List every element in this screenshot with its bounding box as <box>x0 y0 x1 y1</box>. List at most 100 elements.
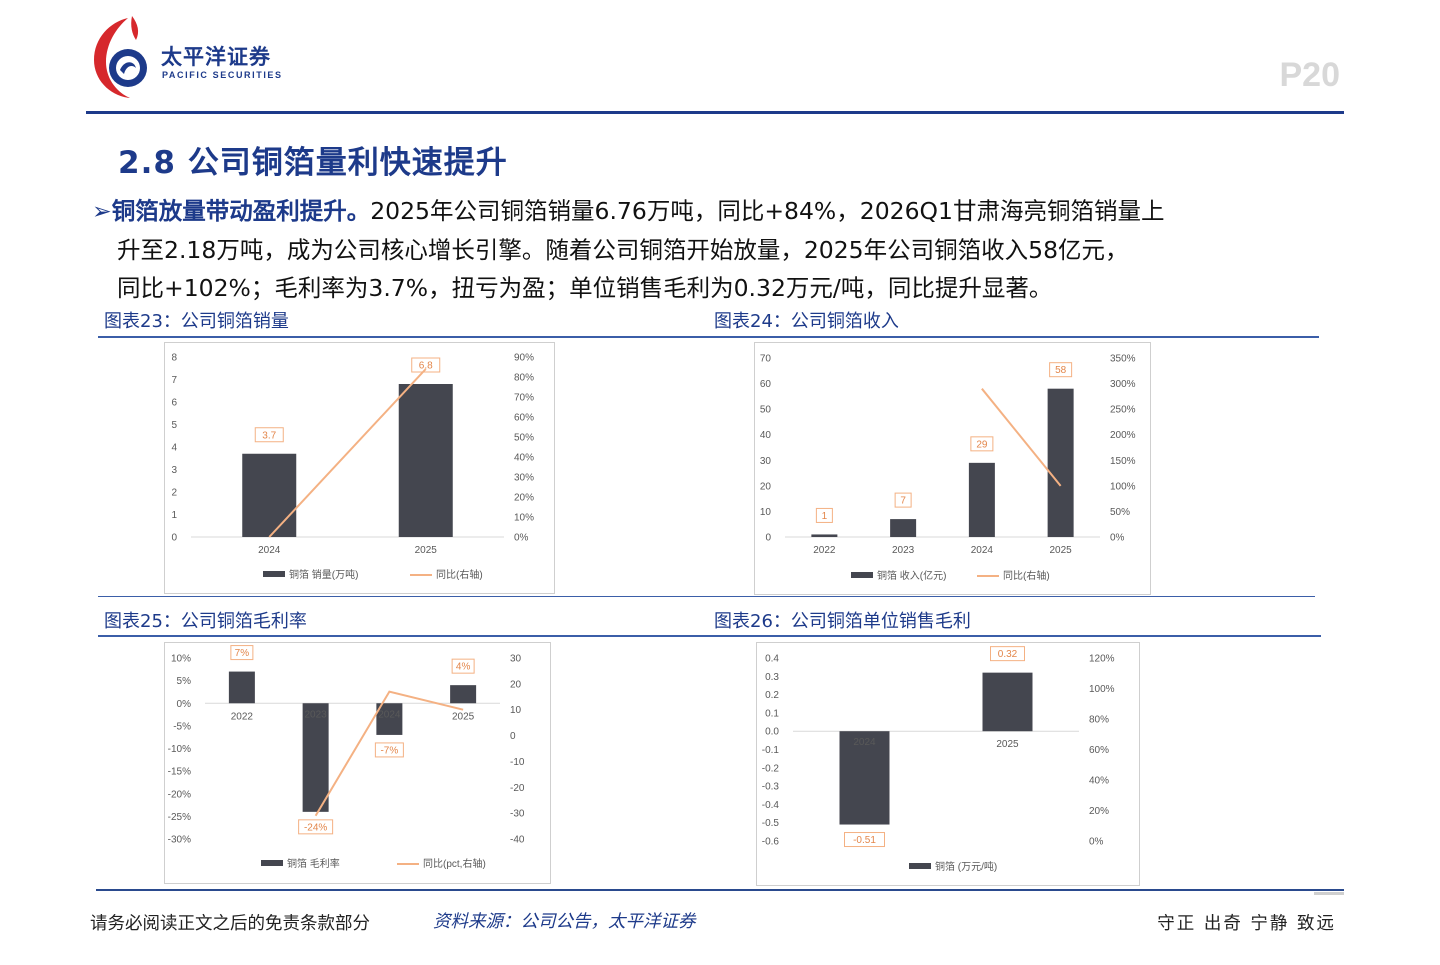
paragraph-line3: 同比+102%；毛利率为3.7%，扭亏为盈；单位销售毛利为0.32万元/吨，同比… <box>117 274 1053 302</box>
right-axis-tick-label: 80% <box>514 373 534 384</box>
paragraph-lead: 铜箔放量带动盈利提升。 <box>111 197 371 225</box>
data-label: 58 <box>1055 365 1067 376</box>
left-axis-tick-label: 30 <box>760 456 772 467</box>
company-logo: 太平洋证券 PACIFIC SECURITIES <box>88 14 298 104</box>
bar <box>228 671 255 704</box>
right-axis-tick-label: 90% <box>514 353 534 364</box>
category-tick-label: 2025 <box>415 545 438 556</box>
data-label: 7 <box>900 496 906 507</box>
data-label-box <box>844 832 885 848</box>
right-axis-tick-label: 80% <box>1089 715 1109 726</box>
right-axis-tick-label: -10 <box>510 757 525 768</box>
left-axis-tick-label: 4 <box>171 443 177 454</box>
right-axis-tick-label: 350% <box>1110 354 1136 365</box>
right-axis-tick-label: 0 <box>510 731 516 742</box>
right-axis-tick-label: 250% <box>1110 405 1136 416</box>
page-number: P20 <box>1279 56 1341 94</box>
right-axis-tick-label: 70% <box>514 393 534 404</box>
bar <box>839 731 890 825</box>
left-axis-tick-label: 50 <box>760 405 772 416</box>
data-label-box <box>1049 362 1073 378</box>
right-axis-tick-label: 10% <box>514 513 534 524</box>
chart-23-box: 0 1 2 3 4 5 6 7 8 0% 10% 20% 30% 40% 50% 60% 70% 80% 90% 20… <box>164 342 555 594</box>
right-axis-tick-label: -30 <box>510 809 525 820</box>
paragraph-line2: 升至2.18万吨，成为公司核心增长引擎。随着公司铜箔开始放量，2025年公司铜箔… <box>117 235 1129 264</box>
chart-23-svg: 0123456780%10%20%30%40%50%60%70%80%90%20… <box>171 353 534 582</box>
data-label-box <box>894 492 912 508</box>
footer-disclaimer: 请务必阅读正文之后的免责条款部分 <box>90 914 370 934</box>
right-axis-tick-label: 120% <box>1089 654 1115 665</box>
category-tick-label: 2025 <box>996 739 1019 750</box>
figure-caption-23: 图表23：公司铜箔销量 <box>104 311 289 332</box>
right-axis-tick-label: 30% <box>514 473 534 484</box>
figure-caption-26: 图表26：公司铜箔单位销售毛利 <box>714 611 971 632</box>
left-axis-tick-label: 70 <box>760 354 772 365</box>
data-label: 29 <box>976 439 988 450</box>
data-label-box <box>374 742 404 758</box>
category-tick-label: 2022 <box>813 545 836 556</box>
data-label-box <box>990 646 1025 662</box>
left-axis-tick-label: -0.3 <box>762 782 780 793</box>
right-axis-tick-label: 0% <box>1089 837 1104 848</box>
header-divider <box>86 111 1344 114</box>
right-axis-tick-label: 0% <box>514 533 529 544</box>
logo-emblem-icon <box>94 16 147 98</box>
left-axis-tick-label: -15% <box>168 767 191 778</box>
left-axis-tick-label: 5% <box>177 676 192 687</box>
right-axis-tick-label: -40 <box>510 835 525 846</box>
legend-bar-label: 铜箔 毛利率 <box>287 857 340 870</box>
logo-text-en: PACIFIC SECURITIES <box>162 70 283 80</box>
figure-rule-mid-b <box>98 635 1321 637</box>
data-label: -24% <box>304 822 327 833</box>
left-axis-tick-label: -10% <box>168 744 191 755</box>
right-axis-tick-label: 200% <box>1110 430 1136 441</box>
category-tick-label: 2025 <box>452 711 475 722</box>
footer-motto: 守正 出奇 宁静 致远 <box>1157 914 1336 934</box>
data-label-box <box>970 436 994 452</box>
chart-26-svg: -0.6 -0.5 -0.4 -0.3 -0.2 -0.1 0.0 0.1 0.2 0.3 0.4 0… <box>762 646 1115 873</box>
right-axis-tick-label: 50% <box>1110 507 1130 518</box>
data-label: 1 <box>822 511 828 522</box>
right-axis-tick-label: 30 <box>510 654 522 665</box>
left-axis-tick-label: 3 <box>171 465 177 476</box>
right-axis-tick-label: -20 <box>510 783 525 794</box>
data-label-box <box>815 507 833 523</box>
right-axis-tick-label: 40% <box>1089 776 1109 787</box>
data-label-box <box>254 427 284 443</box>
data-label: 4% <box>456 662 471 673</box>
right-axis-tick-label: 0% <box>1110 533 1125 544</box>
bar <box>302 703 329 812</box>
right-axis-tick-label: 20% <box>514 493 534 504</box>
data-label: 3.7 <box>262 430 276 441</box>
right-axis-tick-label: 60% <box>1089 745 1109 756</box>
footer-source: 资料来源：公司公告，太平洋证券 <box>433 912 696 932</box>
data-label-box <box>298 819 334 835</box>
bar <box>376 703 403 735</box>
data-label: 0.32 <box>998 649 1018 660</box>
left-axis-tick-label: -0.6 <box>762 837 780 848</box>
category-tick-label: 2025 <box>1050 545 1073 556</box>
category-tick-label: 2023 <box>892 545 915 556</box>
legend-bar-label: 铜箔 (万元/吨) <box>935 860 997 873</box>
right-axis-tick-label: 100% <box>1110 481 1136 492</box>
left-axis-tick-label: 10% <box>171 654 191 665</box>
left-axis-tick-label: -5% <box>173 721 191 732</box>
legend-bar-label: 铜箔 收入(亿元) <box>877 569 946 582</box>
chart-26-box: -0.6 -0.5 -0.4 -0.3 -0.2 -0.1 0.0 0.1 0.2 0.3 0.4 0… <box>756 642 1140 886</box>
left-axis-tick-label: 0.0 <box>765 727 779 738</box>
chart-24-box: 0 10 20 30 40 50 60 70 0% 50% 100% 150% 200% 250% 300%… <box>754 342 1151 595</box>
left-axis-tick-label: 0.2 <box>765 690 779 701</box>
chart-24-svg: 0 10 20 30 40 50 60 70 0% 50% 100% 150% 200% 250% 300%… <box>760 354 1136 583</box>
left-axis-tick-label: 0% <box>177 699 192 710</box>
line-series <box>314 690 464 817</box>
bar <box>982 672 1033 732</box>
footer-divider-accent <box>1314 892 1344 895</box>
category-tick-label: 2024 <box>853 737 876 748</box>
left-axis-tick-label: -0.1 <box>762 745 780 756</box>
left-axis-tick-label: 6 <box>171 398 177 409</box>
left-axis-tick-label: 1 <box>171 510 177 521</box>
data-label-box <box>451 658 475 674</box>
paragraph-line1: 2025年公司铜箔销量6.76万吨，同比+84%，2026Q1甘肃海亮铜箔销量上 <box>370 197 1165 225</box>
right-axis-tick-label: 10 <box>510 705 522 716</box>
data-label: 6.8 <box>419 361 433 372</box>
